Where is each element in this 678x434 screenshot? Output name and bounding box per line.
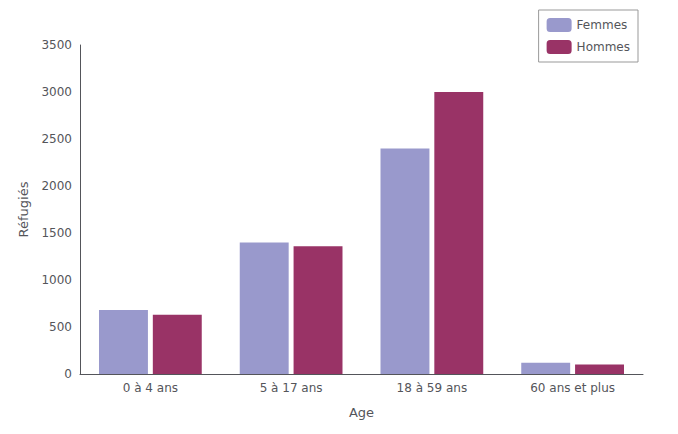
svg-text:2000: 2000 <box>41 179 72 193</box>
svg-text:60 ans et plus: 60 ans et plus <box>530 381 615 395</box>
svg-text:Hommes: Hommes <box>577 40 630 54</box>
svg-text:0: 0 <box>64 367 72 381</box>
svg-text:1500: 1500 <box>41 226 72 240</box>
svg-text:5 à 17 ans: 5 à 17 ans <box>260 381 323 395</box>
svg-text:Femmes: Femmes <box>577 18 628 32</box>
svg-text:500: 500 <box>49 320 72 334</box>
svg-text:1000: 1000 <box>41 273 72 287</box>
svg-text:2500: 2500 <box>41 132 72 146</box>
svg-text:3500: 3500 <box>41 38 72 52</box>
svg-text:3000: 3000 <box>41 85 72 99</box>
svg-text:18 à 59 ans: 18 à 59 ans <box>397 381 468 395</box>
svg-text:Réfugiés: Réfugiés <box>16 181 31 237</box>
svg-text:0 à 4 ans: 0 à 4 ans <box>123 381 178 395</box>
svg-text:Age: Age <box>349 405 374 420</box>
